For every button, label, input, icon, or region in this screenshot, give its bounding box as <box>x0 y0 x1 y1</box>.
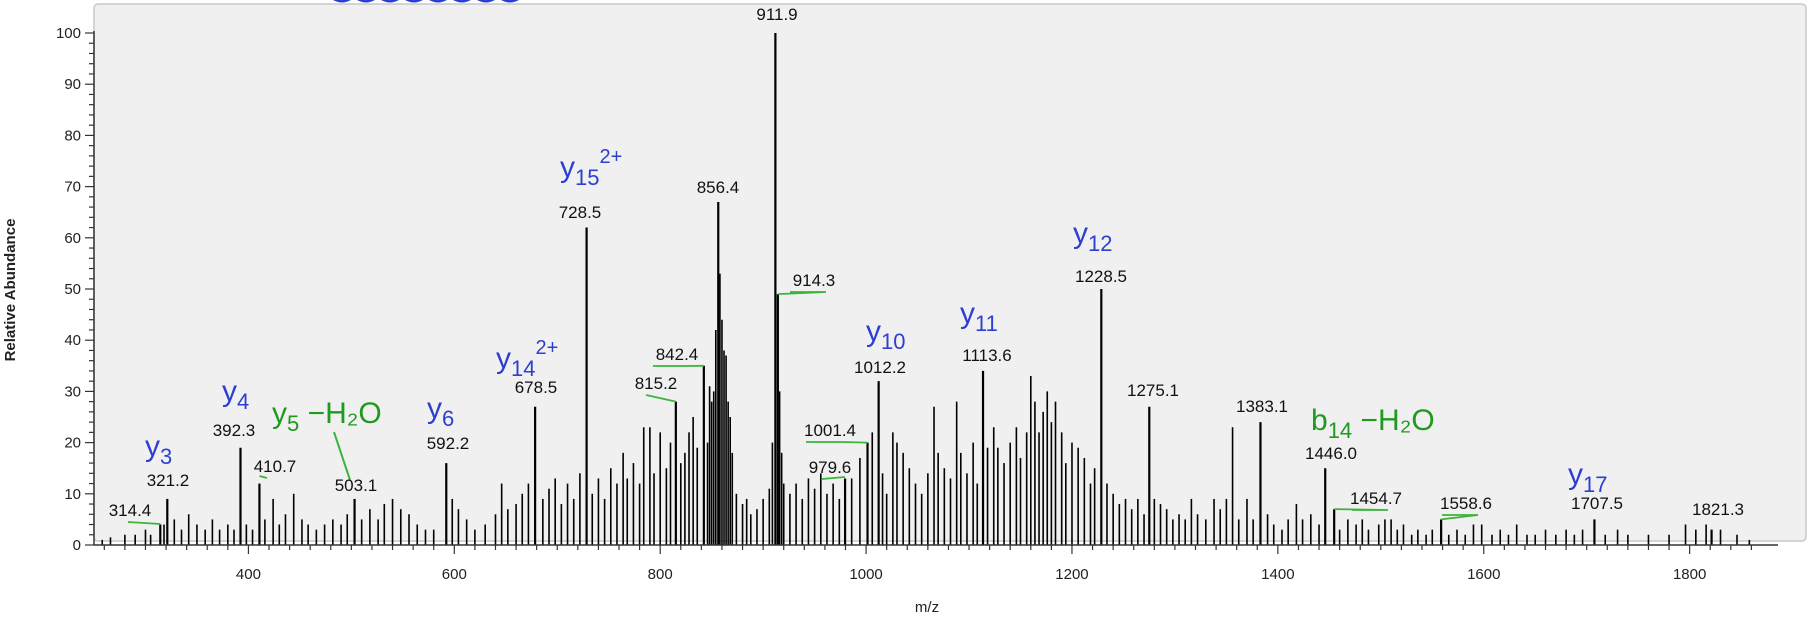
peak-leader-979.6 <box>821 476 846 480</box>
x-tick-label: 1000 <box>849 566 882 583</box>
peaks-layer <box>101 33 1751 545</box>
peak-label-856.4: 856.4 <box>697 178 740 197</box>
x-tick-label: 1600 <box>1467 566 1500 583</box>
peak-label-979.6: 979.6 <box>809 458 852 477</box>
ion-label-y15: y152+ <box>560 146 622 190</box>
ion-label-y17: y17 <box>1568 458 1607 497</box>
y-tick-label: 80 <box>64 127 81 144</box>
y-tick-label: 60 <box>64 230 81 247</box>
peak-label-592.2: 592.2 <box>427 434 470 453</box>
peak-leader-410.7 <box>259 475 268 479</box>
y-tick-label: 50 <box>64 281 81 298</box>
peak-label-321.2: 321.2 <box>147 471 190 490</box>
peak-label-815.2: 815.2 <box>635 374 678 393</box>
peak-leader-1001.4 <box>806 441 868 444</box>
peak-label-914.3: 914.3 <box>793 271 836 290</box>
axes: 0 10 20 30 40 50 60 70 80 90 100 400 600 800 1000 1200 1… <box>56 25 1778 583</box>
y-tick-label: 20 <box>64 435 81 452</box>
peak-label-911.9: 911.9 <box>756 5 797 24</box>
peak-labels: 314.4 321.2 392.3 410.7 503.1 592.2 678.5 728.5… <box>109 5 1744 520</box>
peak-label-392.3: 392.3 <box>213 421 256 440</box>
x-tick-label: 600 <box>442 566 467 583</box>
peak-leader-1558.6 <box>1441 514 1479 521</box>
ion-label-y14: y142+ <box>496 337 558 381</box>
peak-label-1001.4: 1001.4 <box>804 421 856 440</box>
peak-label-1821.3: 1821.3 <box>1692 500 1744 519</box>
y-tick-label: 0 <box>73 537 81 554</box>
peak-label-410.7: 410.7 <box>254 457 297 476</box>
x-tick-label: 400 <box>236 566 261 583</box>
ion-label-y6: y6 <box>427 392 454 431</box>
peak-label-678.5: 678.5 <box>515 378 558 397</box>
y-tick-label: 90 <box>64 76 81 93</box>
peak-label-1707.5: 1707.5 <box>1571 494 1623 513</box>
peak-leader-815.2 <box>645 394 677 403</box>
x-axis-title: m/z <box>915 599 939 616</box>
peak-leader-314.4 <box>127 521 161 525</box>
ion-label-y11: y11 <box>960 297 998 336</box>
ion-leader-y5 <box>333 431 351 481</box>
leader-lines <box>127 291 1479 525</box>
x-tick-label: 1200 <box>1055 566 1088 583</box>
ion-label-b14: b14 −H₂O <box>1311 404 1435 443</box>
y-tick-label: 70 <box>64 179 81 196</box>
ion-labels: y3 y4 y5 −H₂O y6 y142+ y152+ y10 y11 y12 b14 −H₂O… <box>145 146 1607 497</box>
peak-label-1454.7: 1454.7 <box>1350 489 1402 508</box>
peak-label-1113.6: 1113.6 <box>962 346 1011 365</box>
ion-label-y10: y10 <box>866 315 905 354</box>
peak-label-842.4: 842.4 <box>656 345 699 364</box>
y-tick-label: 30 <box>64 383 81 400</box>
ion-label-y12: y12 <box>1073 217 1112 256</box>
peak-label-1558.6: 1558.6 <box>1440 494 1492 513</box>
y-tick-label: 100 <box>56 25 81 42</box>
peak-label-314.4: 314.4 <box>109 501 152 520</box>
y-axis-title: Relative Abundance <box>2 219 19 362</box>
ion-label-y4: y4 <box>222 375 249 414</box>
cropped-header-text <box>333 0 519 3</box>
peak-leader-914.3 <box>777 291 827 296</box>
peak-leader-1454.7 <box>1334 508 1389 511</box>
plot-background <box>93 3 1807 542</box>
peak-label-1228.5: 1228.5 <box>1075 267 1127 286</box>
peak-label-728.5: 728.5 <box>559 203 602 222</box>
ion-label-y5: y5 −H₂O <box>272 397 382 436</box>
peak-label-1383.1: 1383.1 <box>1236 397 1288 416</box>
peak-label-503.1: 503.1 <box>335 476 378 495</box>
peak-label-1012.2: 1012.2 <box>854 358 906 377</box>
peak-label-1275.1: 1275.1 <box>1127 381 1179 400</box>
peak-label-1446.0: 1446.0 <box>1305 444 1357 463</box>
x-tick-label: 1800 <box>1673 566 1706 583</box>
x-tick-label: 800 <box>648 566 673 583</box>
x-tick-label: 1400 <box>1261 566 1294 583</box>
y-tick-label: 40 <box>64 332 81 349</box>
ion-label-y3: y3 <box>145 430 172 469</box>
y-tick-label: 10 <box>64 486 81 503</box>
